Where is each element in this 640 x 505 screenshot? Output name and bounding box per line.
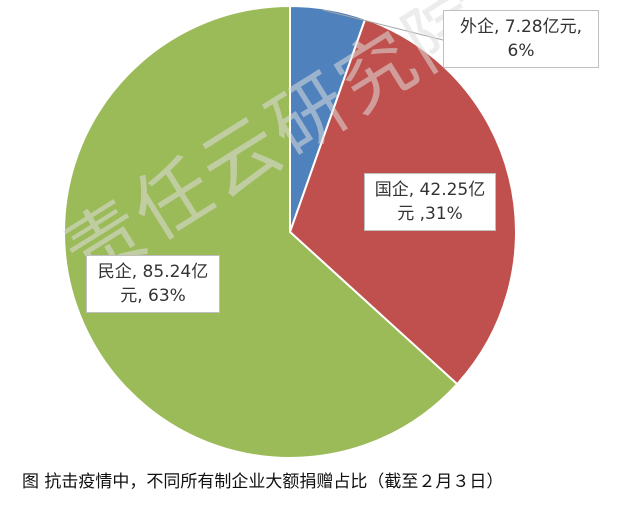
pie-slices <box>63 4 517 459</box>
label-private: 民企, 85.24亿 元, 63% <box>86 255 220 313</box>
pie-chart <box>63 4 517 459</box>
slice-private <box>63 4 459 459</box>
leader-line-foreign <box>322 9 444 41</box>
label-private-line1: 民企, 85.24亿 <box>97 262 209 282</box>
label-foreign-line2: 6% <box>507 41 535 61</box>
label-state-line1: 国企, 42.25亿 <box>374 180 486 200</box>
figure-caption: 图 抗击疫情中，不同所有制企业大额捐赠占比（截至２月３日） <box>22 472 504 492</box>
label-state: 国企, 42.25亿 元 ,31% <box>364 173 496 231</box>
label-state-line2: 元 ,31% <box>397 204 463 224</box>
label-foreign: 外企, 7.28亿元, 6% <box>443 10 599 68</box>
leader-lines <box>322 9 444 41</box>
label-private-line2: 元, 63% <box>120 286 186 306</box>
label-foreign-line1: 外企, 7.28亿元, <box>459 17 583 37</box>
